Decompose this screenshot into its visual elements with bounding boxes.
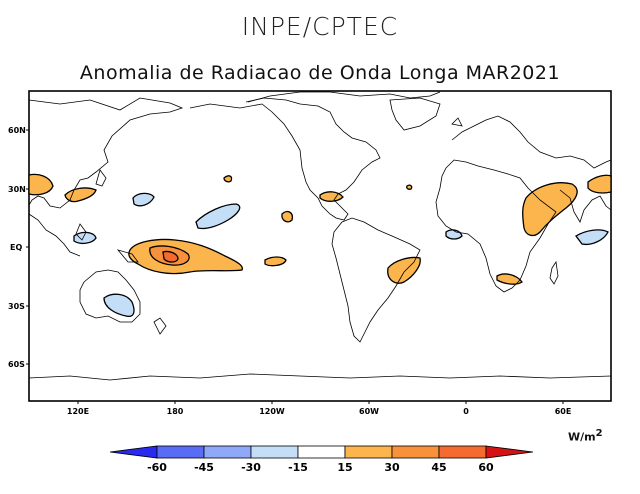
anomaly-west-pacific-max <box>162 250 179 263</box>
coastlines <box>28 91 612 381</box>
colorbar-segment <box>391 445 440 459</box>
lat-label-30s: 30S <box>8 302 25 311</box>
lon-label-60e: 60E <box>555 407 572 416</box>
colorbar-tick: 60 <box>478 461 494 474</box>
colorbar-segment <box>250 445 299 459</box>
colorbar-segment <box>485 445 534 459</box>
colorbar-tick: -15 <box>288 461 308 474</box>
map-title: Anomalia de Radiacao de Onda Longa MAR20… <box>79 62 561 84</box>
colorbar-tick: 15 <box>337 461 352 474</box>
lon-axis: 120E 180 120W 60W 0 60E <box>67 401 571 416</box>
colorbar-segment <box>297 445 346 459</box>
lat-label-eq: EQ <box>10 243 22 252</box>
colorbar-segment <box>438 445 487 459</box>
organization-title: INPE/CPTEC <box>241 12 399 41</box>
lon-label-0: 0 <box>463 407 469 416</box>
map-frame <box>28 90 612 402</box>
anomaly-maritime-negative <box>73 231 97 245</box>
anomaly-pacific-negative-small <box>132 192 155 207</box>
colorbar: -60 -45 -30 -15 15 30 45 60 <box>109 445 534 474</box>
anomaly-central-pacific <box>264 256 287 267</box>
anomaly-australia-negative <box>103 293 135 318</box>
lat-axis: 60N 30N EQ 30S 60S <box>8 126 29 369</box>
colorbar-segment <box>344 445 393 459</box>
anomaly-southern-africa <box>496 273 523 285</box>
lat-label-30n: 30N <box>8 185 26 194</box>
anomaly-caribbean <box>319 191 344 202</box>
lat-label-60s: 60S <box>8 360 25 369</box>
anomaly-ne-pacific-small <box>281 210 293 223</box>
colorbar-segment <box>203 445 252 459</box>
anomaly-atlantic-tiny <box>406 184 413 190</box>
colorbar-tick: -45 <box>194 461 214 474</box>
anomaly-pacific-tiny <box>223 175 233 183</box>
anomaly-left-edge <box>28 173 54 196</box>
colorbar-units: W/m2 <box>568 428 603 444</box>
lon-label-120w: 120W <box>259 407 285 416</box>
anomaly-ne-pacific-negative <box>195 203 241 230</box>
colorbar-tick: 45 <box>431 461 446 474</box>
lon-label-180: 180 <box>167 407 184 416</box>
lat-label-60n: 60N <box>8 126 26 135</box>
colorbar-tick: 30 <box>384 461 400 474</box>
anomaly-shading <box>28 173 612 318</box>
lon-label-120e: 120E <box>67 407 89 416</box>
colorbar-segment <box>156 445 205 459</box>
anomaly-right-edge <box>587 174 612 194</box>
colorbar-segment <box>109 445 158 459</box>
anomaly-indonesia-negative <box>575 229 609 246</box>
lon-label-60w: 60W <box>359 407 379 416</box>
colorbar-tick: -30 <box>241 461 261 474</box>
colorbar-tick: -60 <box>147 461 167 474</box>
